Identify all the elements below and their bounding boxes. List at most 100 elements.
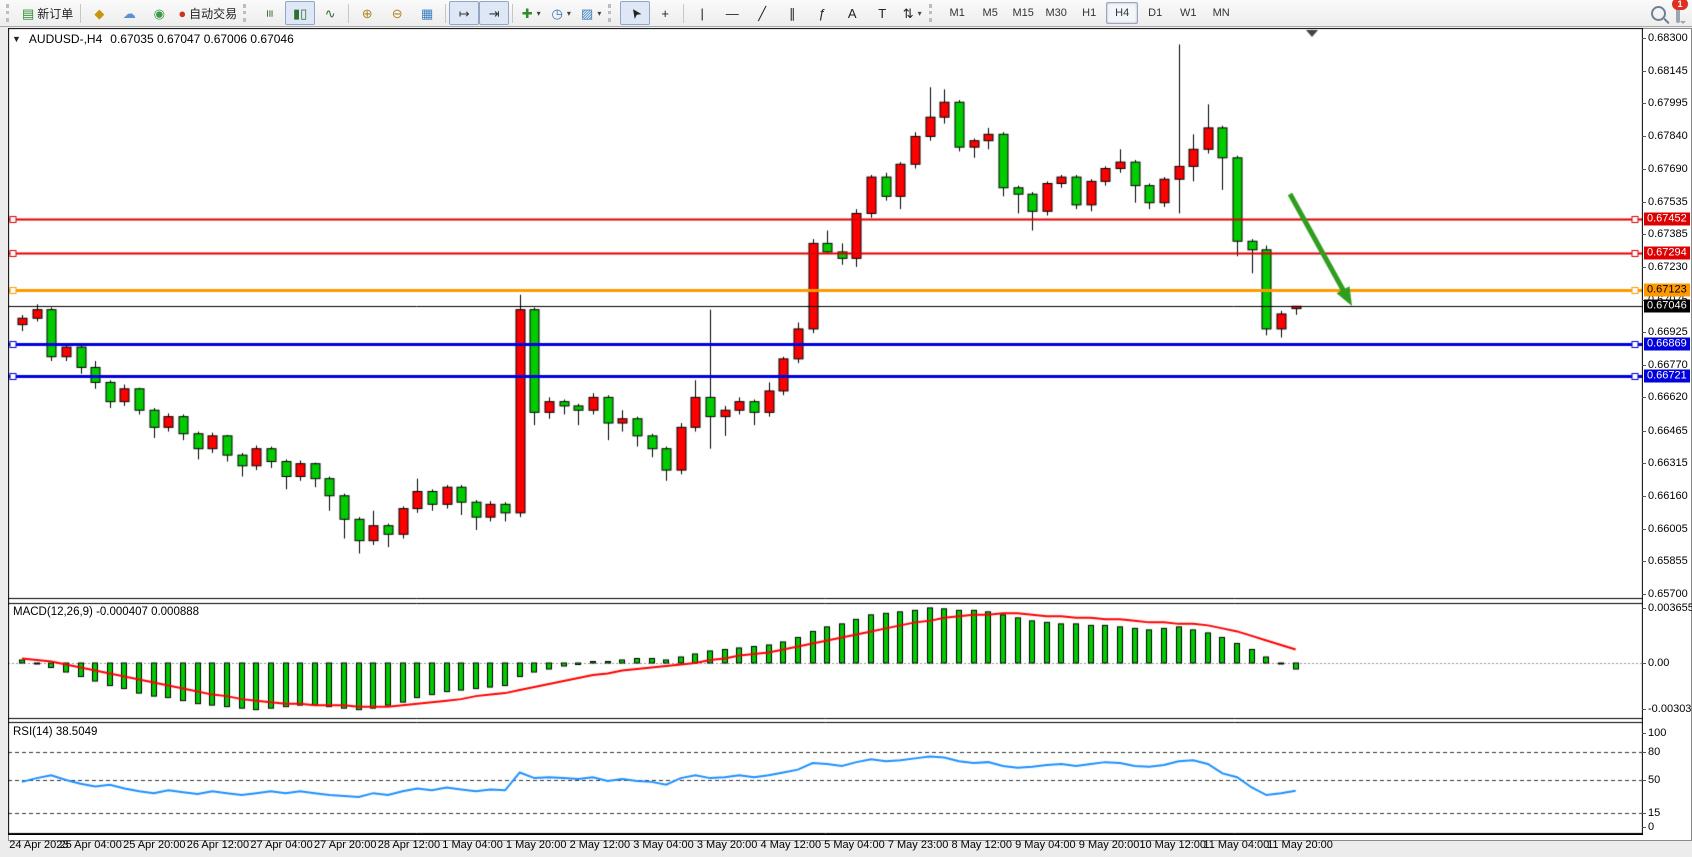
cursor-icon: ➤: [625, 4, 645, 22]
zoom-out-button[interactable]: ⊖: [382, 1, 412, 25]
chat-button[interactable]: 1: [1672, 0, 1688, 23]
toolbar-right: 1: [1651, 0, 1688, 23]
community-button[interactable]: ☁: [114, 1, 144, 25]
text-button[interactable]: A: [837, 1, 867, 25]
vline-button[interactable]: |: [687, 1, 717, 25]
fibonacci-button[interactable]: ƒ: [807, 1, 837, 25]
time-tick-label: 5 May 04:00: [824, 839, 885, 851]
rsi-indicator-label: RSI(14) 38.5049: [13, 726, 98, 738]
time-tick-label: 3 May 20:00: [696, 839, 758, 851]
channel-button[interactable]: ∥: [777, 1, 807, 25]
autotrade-button[interactable]: ● 自动交易: [174, 1, 241, 25]
chevron-down-icon[interactable]: ▼: [12, 34, 21, 44]
hline-button[interactable]: —: [717, 1, 747, 25]
templates-icon: ▨: [581, 5, 594, 21]
new-order-button-label: 新订单: [37, 6, 74, 21]
text-icon: A: [847, 5, 857, 21]
toolbar-grip[interactable]: [929, 4, 937, 22]
signals-button[interactable]: ◉: [144, 1, 174, 25]
autoscroll-button[interactable]: ↦: [449, 1, 480, 25]
timeframe-m1-button[interactable]: M1: [949, 7, 965, 19]
market-watch-button[interactable]: ◆: [84, 1, 114, 25]
arrows-button[interactable]: ⇅ ▾: [897, 1, 927, 25]
cursor-button[interactable]: ➤: [620, 1, 651, 25]
horizontal-line-icon: —: [725, 5, 739, 21]
time-tick-label: 9 May 20:00: [1078, 839, 1140, 851]
window-bottom-strip: [0, 852, 1692, 857]
zoom-in-button[interactable]: ⊕: [352, 1, 382, 25]
search-icon[interactable]: [1651, 5, 1666, 21]
funnel-icon: ◆: [94, 5, 105, 21]
price-tick-label: 0.65855: [1642, 554, 1688, 567]
timeframe-h1-button[interactable]: H1: [1082, 7, 1097, 19]
price-level-badge: 0.66869: [1644, 337, 1690, 351]
macd-indicator-label: MACD(12,26,9) -0.000407 0.000888: [13, 606, 200, 618]
toolbar-groups: ▤ 新订单 ◆ ☁ ◉ ● 自动交易 ≡ ▮▯ ∿ ⊕ ⊖ ▦ ↦ ⇥ ✚ ▾ ◷ ▾ ▨ ▾ ➤ + | — ╱ ∥ ƒ A T ⇅ ▾: [4, 1, 941, 25]
timeframe-m15-button[interactable]: M15: [1012, 7, 1034, 19]
price-tick-label: 0.68145: [1642, 65, 1688, 78]
chat-notification-badge: 1: [1672, 0, 1688, 10]
tile-windows-icon: ▦: [421, 5, 434, 21]
trendline-button[interactable]: ╱: [747, 1, 777, 25]
price-tick-label: 0.67995: [1642, 97, 1688, 110]
price-tick-label: 0.66925: [1642, 326, 1688, 339]
time-tick-label: 24 Apr 2023: [9, 839, 69, 851]
time-tick-label: 27 Apr 04:00: [250, 839, 313, 851]
chart-title[interactable]: ▼ AUDUSD-,H4 0.67035 0.67047 0.67006 0.6…: [12, 32, 294, 46]
chevron-down-icon: ▾: [536, 8, 541, 18]
chart-symbol-label: AUDUSD-,H4: [28, 32, 103, 46]
rsi-axis-label: 50: [1641, 773, 1661, 786]
label-button[interactable]: T: [867, 1, 897, 25]
time-tick-label: 4 May 12:00: [760, 839, 822, 851]
chart-canvas[interactable]: [8, 28, 1643, 835]
periods-button[interactable]: ◷ ▾: [546, 1, 576, 25]
crosshair-button[interactable]: +: [650, 1, 680, 25]
price-tick-label: 0.66465: [1642, 424, 1688, 437]
time-tick-label: 7 May 23:00: [887, 839, 949, 851]
toolbar-grip[interactable]: [6, 4, 14, 22]
timeframe-w1-button[interactable]: W1: [1179, 7, 1197, 19]
new-order-button[interactable]: ▤ 新订单: [18, 1, 77, 25]
rsi-axis-label: 0: [1641, 820, 1655, 833]
toolbar-grip[interactable]: [608, 4, 616, 22]
price-tick-label: 0.67385: [1642, 227, 1688, 240]
autotrade-icon: ●: [178, 5, 187, 21]
price-level-badge: 0.67123: [1644, 283, 1690, 297]
timeframe-toolbar: M1 M5 M15 M30 H1 H4 D1 W1 MN: [941, 2, 1237, 24]
price-tick-label: 0.68300: [1642, 32, 1688, 45]
autoscroll-icon: ↦: [458, 5, 470, 21]
toolbar-grip[interactable]: [243, 4, 251, 22]
timeframe-m30-button[interactable]: M30: [1045, 7, 1067, 19]
time-tick-label: 11 May 20:00: [1267, 839, 1333, 851]
price-tick-label: 0.67230: [1642, 260, 1688, 273]
templates-button[interactable]: ▨ ▾: [576, 1, 606, 25]
chevron-down-icon: ▾: [597, 8, 602, 18]
tile-windows-button[interactable]: ▦: [412, 1, 442, 25]
bars-chart-button[interactable]: ≡: [255, 1, 285, 25]
time-tick-label: 25 Apr 04:00: [59, 839, 122, 851]
price-level-badge: 0.67046: [1644, 299, 1690, 313]
price-tick-label: 0.67840: [1642, 130, 1688, 143]
timeframe-mn-button[interactable]: MN: [1212, 7, 1230, 19]
new-order-icon: ▤: [22, 5, 35, 21]
time-tick-label: 26 Apr 12:00: [186, 839, 250, 851]
chevron-down-icon: ▾: [566, 8, 571, 18]
toolbar-separator: [512, 3, 514, 23]
cloud-user-icon: ☁: [122, 5, 136, 21]
text-label-icon: T: [878, 5, 887, 21]
autotrade-button-label: 自动交易: [189, 6, 238, 21]
time-tick-label: 11 May 04:00: [1203, 839, 1270, 851]
line-chart-button[interactable]: ∿: [315, 1, 345, 25]
indicators-button[interactable]: ✚ ▾: [516, 1, 546, 25]
rsi-axis-label: 80: [1641, 745, 1661, 758]
time-tick-label: 3 May 04:00: [633, 839, 694, 851]
chart-shift-button[interactable]: ⇥: [479, 1, 510, 25]
timeframe-h4-button[interactable]: H4: [1106, 2, 1139, 24]
candles-chart-button[interactable]: ▮▯: [285, 1, 316, 25]
vertical-line-icon: |: [700, 5, 704, 21]
bars-chart-icon: ≡: [262, 9, 278, 17]
timeframe-m5-button[interactable]: M5: [982, 7, 998, 19]
chart-ohlc-label: 0.67035 0.67047 0.67006 0.67046: [110, 32, 294, 46]
timeframe-d1-button[interactable]: D1: [1148, 7, 1163, 19]
